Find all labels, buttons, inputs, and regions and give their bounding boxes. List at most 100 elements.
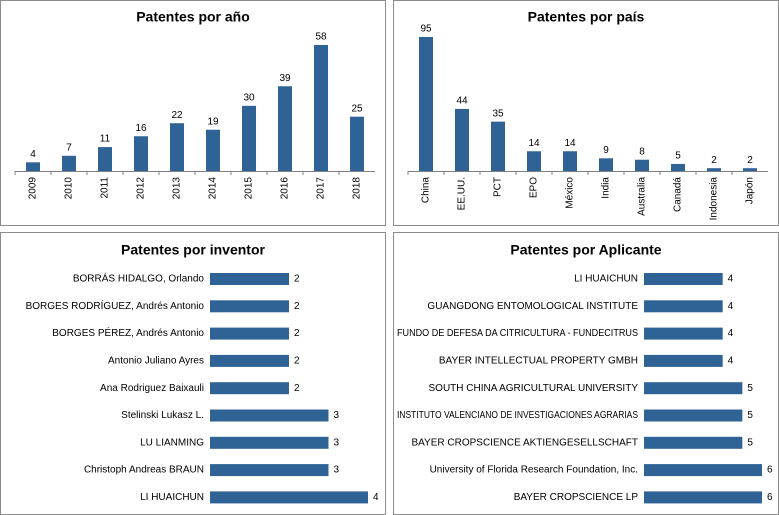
value-label: 6 [767,465,773,476]
x-tick-label: Canadá [673,177,684,212]
value-label: 3 [334,437,340,448]
value-label: 11 [100,134,111,145]
value-label: 2 [294,383,300,394]
x-tick-label: Japón [745,177,756,204]
x-tick-label: India [601,177,612,199]
value-label: 19 [207,116,219,127]
value-label: 4 [728,301,734,312]
y-tick-label: BAYER CROPSCIENCE LP [514,492,639,503]
value-label: 5 [747,410,753,421]
bar [26,162,40,171]
bar [644,491,762,504]
value-label: 5 [747,383,753,394]
value-label: 6 [767,492,773,503]
value-label: 14 [528,138,540,149]
bar [210,409,329,422]
bar [671,163,685,171]
x-tick-label: China [421,177,432,204]
value-label: 25 [351,103,363,114]
bar [563,151,577,171]
value-label: 8 [639,146,645,157]
bar [314,45,328,171]
x-tick-label: 2018 [352,177,363,200]
x-tick-label: México [565,177,576,209]
x-tick-label: 2012 [136,177,147,200]
x-tick-label: Indonesia [709,177,720,221]
value-label: 95 [420,24,432,35]
panel [393,0,779,226]
bar [644,273,723,285]
x-tick-label: 2015 [244,177,255,200]
x-tick-label: EE.UU. [457,177,468,210]
y-tick-label: LI HUAICHUN [140,492,204,503]
bar [210,354,289,367]
bar [743,168,757,171]
value-label: 4 [728,356,734,367]
bar [62,155,76,171]
bar [210,382,289,395]
bar [527,151,541,171]
value-label: 44 [456,96,468,107]
value-label: 39 [279,73,291,84]
bar [242,105,256,171]
value-label: 2 [294,356,300,367]
y-tick-label: BAYER CROPSCIENCE AKTIENGESELLSCHAFT [411,437,638,448]
y-tick-label: INSTITUTO VALENCIANO DE INVESTIGACIONES … [397,410,638,421]
bar [455,108,469,171]
bar [644,354,723,367]
y-tick-label: Stelinski Lukasz L. [121,410,204,421]
y-tick-label: LI HUAICHUN [574,274,638,285]
bar [210,327,289,340]
bar [170,123,184,171]
y-tick-label: Antonio Juliano Ayres [108,356,204,367]
chart-title: Patentes por Aplicante [510,242,661,258]
y-tick-label: Ana Rodriguez Baixauli [100,383,204,394]
x-tick-label: 2011 [100,177,111,199]
bar [419,37,433,171]
bar [98,147,112,171]
y-tick-label: Christoph Andreas BRAUN [84,465,204,476]
value-label: 5 [675,151,681,162]
bar [644,382,743,395]
value-label: 35 [492,108,504,119]
x-tick-label: 2009 [28,177,39,200]
y-tick-label: GUANGDONG ENTOMOLOGICAL INSTITUTE [427,301,638,312]
value-label: 7 [66,142,72,153]
value-label: 14 [564,138,576,149]
value-label: 3 [334,465,340,476]
bar [644,464,762,477]
value-label: 2 [294,301,300,312]
chart-title: Patentes por país [528,9,645,25]
y-tick-label: BORGES RODRÍGUEZ, Andrés Antonio [26,299,205,312]
bar [491,121,505,171]
chart-title: Patentes por inventor [121,242,265,258]
value-label: 16 [135,123,147,134]
bar [635,159,649,171]
bar [350,116,364,171]
value-label: 5 [747,437,753,448]
value-label: 58 [315,32,327,43]
x-tick-label: PCT [493,177,504,197]
value-label: 4 [728,274,734,285]
x-tick-label: 2016 [280,177,291,200]
y-tick-label: SOUTH CHINA AGRICULTURAL UNIVERSITY [429,383,639,394]
bar [644,327,723,340]
y-tick-label: BORRÁS HIDALGO, Orlando [73,272,205,285]
bar [644,436,743,449]
x-tick-label: EPO [529,177,540,198]
x-tick-label: 2013 [172,177,183,200]
value-label: 2 [711,155,717,166]
value-label: 22 [171,110,183,121]
chart-title: Patentes por año [136,9,250,25]
y-tick-label: University of Florida Research Foundatio… [430,465,638,476]
bar [644,300,723,313]
x-tick-label: 2017 [316,177,327,200]
value-label: 30 [243,92,255,103]
bar [210,436,329,449]
value-label: 4 [373,492,379,503]
y-tick-label: BORGES PÉREZ, Andrés Antonio [52,326,204,339]
value-label: 2 [294,274,300,285]
value-label: 3 [334,410,340,421]
y-tick-label: FUNDO DE DEFESA DA CITRICULTURA - FUNDEC… [397,328,638,339]
